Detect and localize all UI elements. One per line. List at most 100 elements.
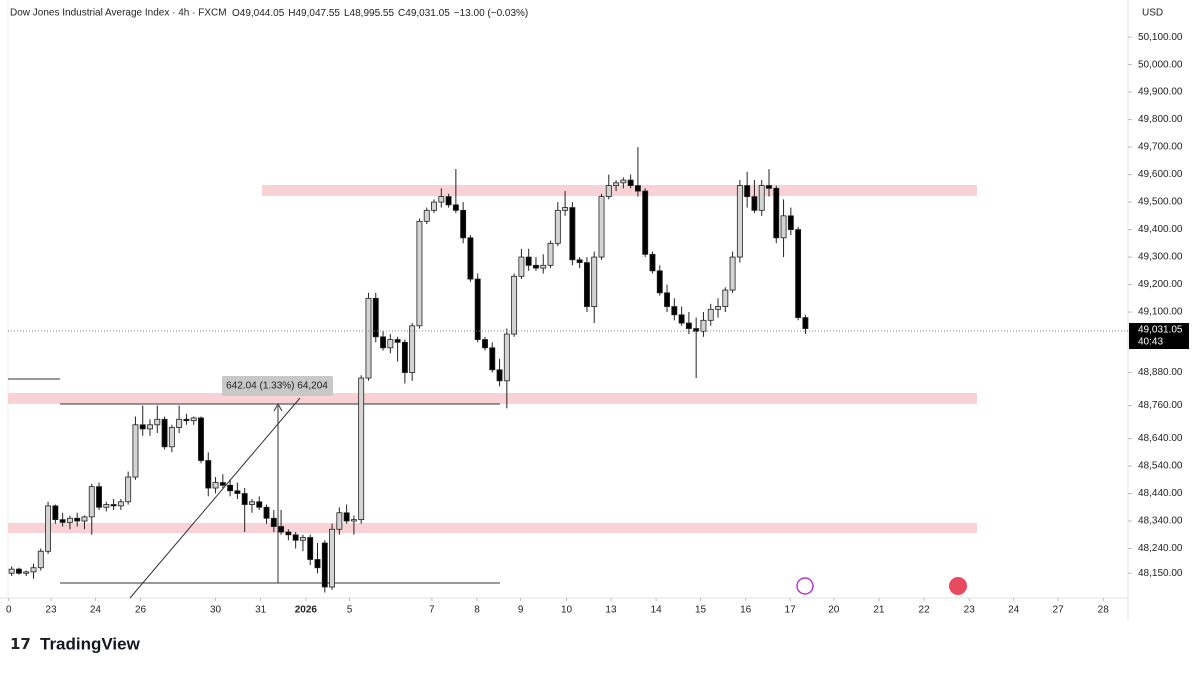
candle-body [431, 201, 437, 211]
ohlc-fields: O49,044.05 H49,047.55 L48,995.55 C49,031.05… [232, 8, 528, 19]
candle-body [401, 341, 408, 373]
brand: TradingView [40, 634, 141, 653]
y-tick-label: 49,500.00 [1138, 197, 1183, 208]
measure-diagonal [129, 397, 301, 599]
candle-body [627, 179, 634, 186]
ohlc-field: C49,031.05 [398, 8, 450, 19]
candle-body [685, 322, 692, 329]
candle-body [569, 207, 576, 261]
candle-body [343, 512, 350, 522]
candle-body [147, 424, 153, 430]
x-tick-label: 22 [919, 605, 931, 616]
candle-body [241, 493, 248, 505]
candle-body [190, 417, 197, 422]
candle-body [693, 328, 700, 332]
candle-body [554, 209, 561, 244]
y-tick-label: 49,800.00 [1138, 114, 1183, 125]
candle-body [489, 347, 496, 371]
y-tick-label: 48,240.00 [1138, 543, 1183, 554]
candle-body [533, 264, 539, 269]
candle-body [511, 275, 518, 335]
candle-body [780, 215, 787, 239]
candle-body [409, 325, 416, 373]
candle-body [219, 482, 226, 486]
y-tick-label: 48,760.00 [1138, 400, 1183, 411]
candle-body [482, 339, 488, 349]
ohlc-field: L48,995.55 [344, 8, 394, 19]
candle-body [139, 424, 146, 430]
event-icon[interactable] [796, 577, 814, 595]
symbol: Dow Jones Industrial Average Index · 4h … [10, 8, 227, 19]
candle-body [562, 207, 569, 211]
candle-body [787, 215, 794, 230]
candle-body [117, 501, 124, 507]
support-zone [8, 393, 977, 404]
flag-icon[interactable] [949, 577, 967, 595]
candle-body [387, 339, 394, 349]
candle-body [350, 519, 357, 522]
measure-box [222, 376, 333, 396]
y-tick-label: 49,300.00 [1138, 252, 1183, 263]
candle-body [23, 571, 30, 574]
candle-body [642, 190, 649, 255]
candle-body [620, 179, 627, 184]
candle-body [314, 559, 321, 569]
candle-body [744, 185, 751, 197]
candle-body [37, 550, 44, 569]
x-tick-label: 8 [474, 605, 480, 616]
support-zone [8, 523, 977, 533]
candle-body [249, 501, 255, 505]
candle-body [656, 270, 663, 294]
candle-body [8, 568, 15, 574]
candle-body [758, 185, 765, 211]
candle-body [372, 297, 379, 338]
candle-body [707, 308, 714, 321]
x-tick-label: 27 [1053, 605, 1065, 616]
candle-body [256, 501, 263, 508]
y-tick-label: 48,340.00 [1138, 516, 1183, 527]
x-tick-label: 24 [1008, 605, 1020, 616]
candle-body [176, 418, 183, 428]
candle-body [802, 317, 809, 329]
y-tick-label: 48,150.00 [1138, 568, 1183, 579]
ohlc-field: O49,044.05 [232, 8, 285, 19]
y-tick-label: 49,400.00 [1138, 224, 1183, 235]
x-tick-label: 23 [964, 605, 976, 616]
ohlc-field: H49,047.55 [288, 8, 340, 19]
candle-body [59, 519, 66, 523]
x-tick-label: 13 [605, 605, 617, 616]
x-tick-label: 0 [6, 605, 12, 616]
x-tick-label: 16 [740, 605, 752, 616]
candle-body [715, 306, 721, 310]
candle-body [649, 253, 656, 272]
candle-body [125, 476, 132, 503]
candle-body [292, 534, 299, 541]
candle-body [503, 333, 510, 382]
candle-body [634, 185, 641, 192]
candle-body [96, 486, 102, 508]
candle-body [795, 229, 802, 318]
x-tick-label: 24 [90, 605, 102, 616]
candle-body [74, 517, 81, 522]
candle-body [358, 377, 365, 521]
candle-body [664, 292, 670, 307]
candle-body [766, 185, 772, 189]
x-tick-label: 20 [828, 605, 840, 616]
x-tick-label: 31 [255, 605, 267, 616]
candle-body [671, 306, 678, 316]
resistance-zone [262, 185, 977, 196]
candle-body [438, 196, 445, 203]
candle-body [103, 504, 110, 508]
x-tick-label: 15 [695, 605, 707, 616]
candles [8, 147, 809, 593]
candle-body [416, 220, 423, 327]
y-tick-label: 48,640.00 [1138, 433, 1183, 444]
candle-body [540, 264, 547, 269]
candle-body [460, 209, 467, 239]
x-tick-label: 7 [429, 605, 435, 616]
x-tick-label: 23 [45, 605, 57, 616]
candle-body [52, 505, 59, 521]
candle-body [212, 482, 219, 489]
x-tick-label: 30 [210, 605, 222, 616]
